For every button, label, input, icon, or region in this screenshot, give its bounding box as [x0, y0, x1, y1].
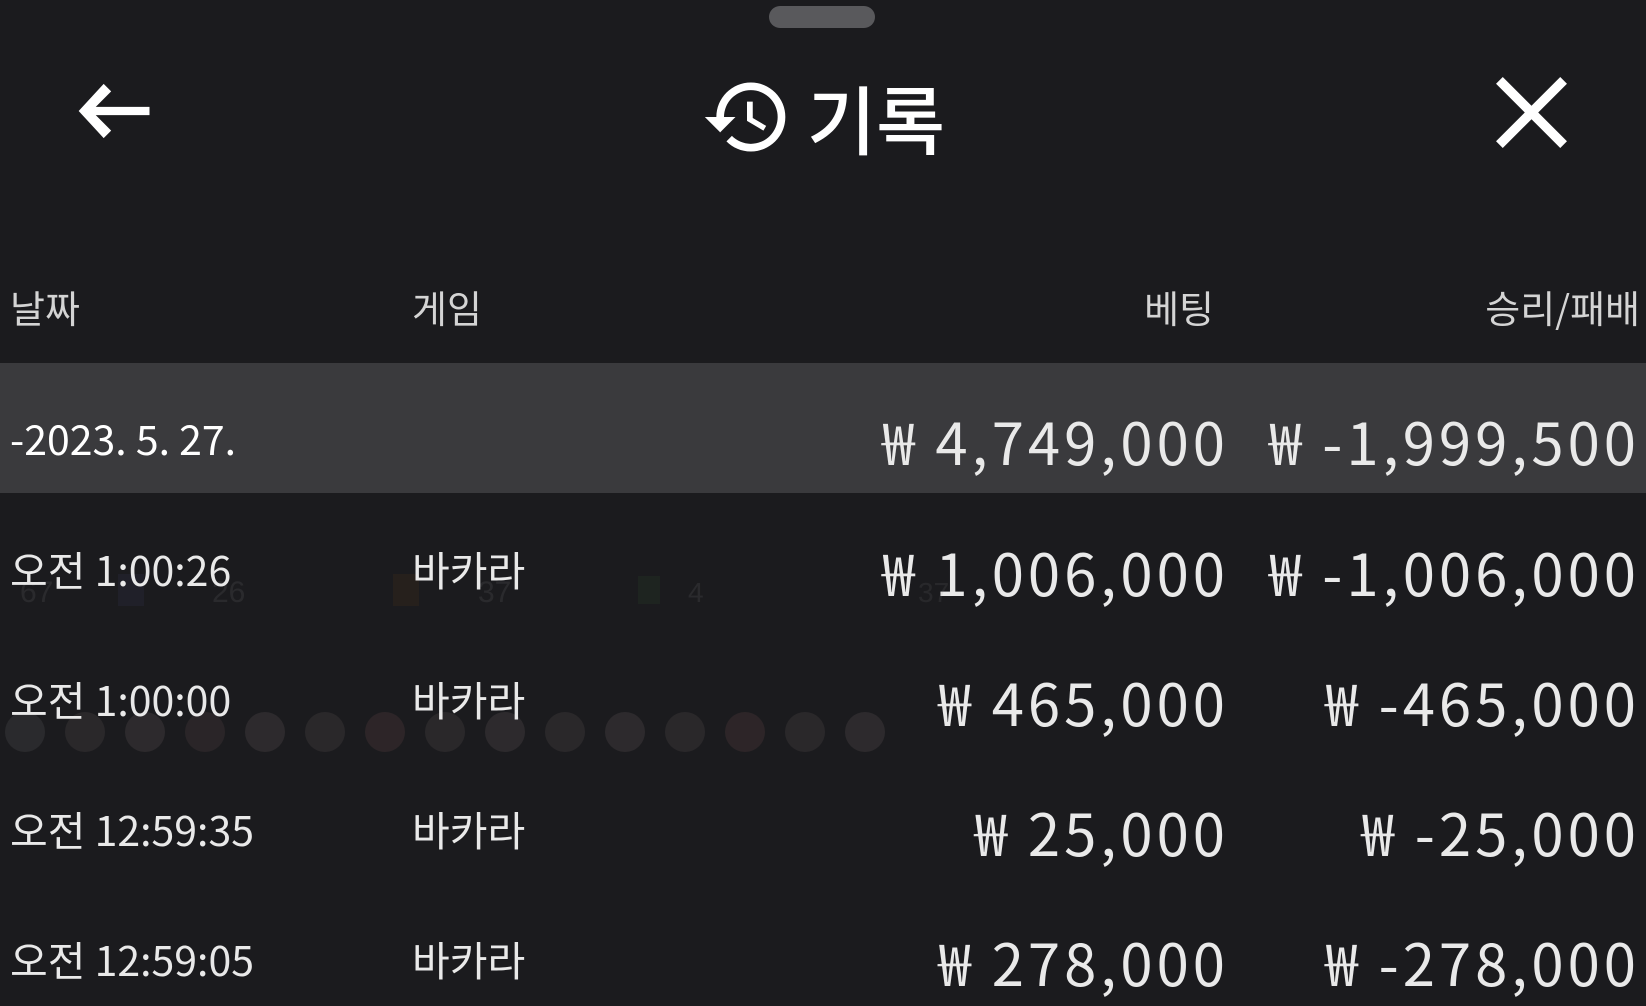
svg-text:37: 37 — [918, 577, 949, 608]
svg-text:4: 4 — [688, 577, 704, 608]
